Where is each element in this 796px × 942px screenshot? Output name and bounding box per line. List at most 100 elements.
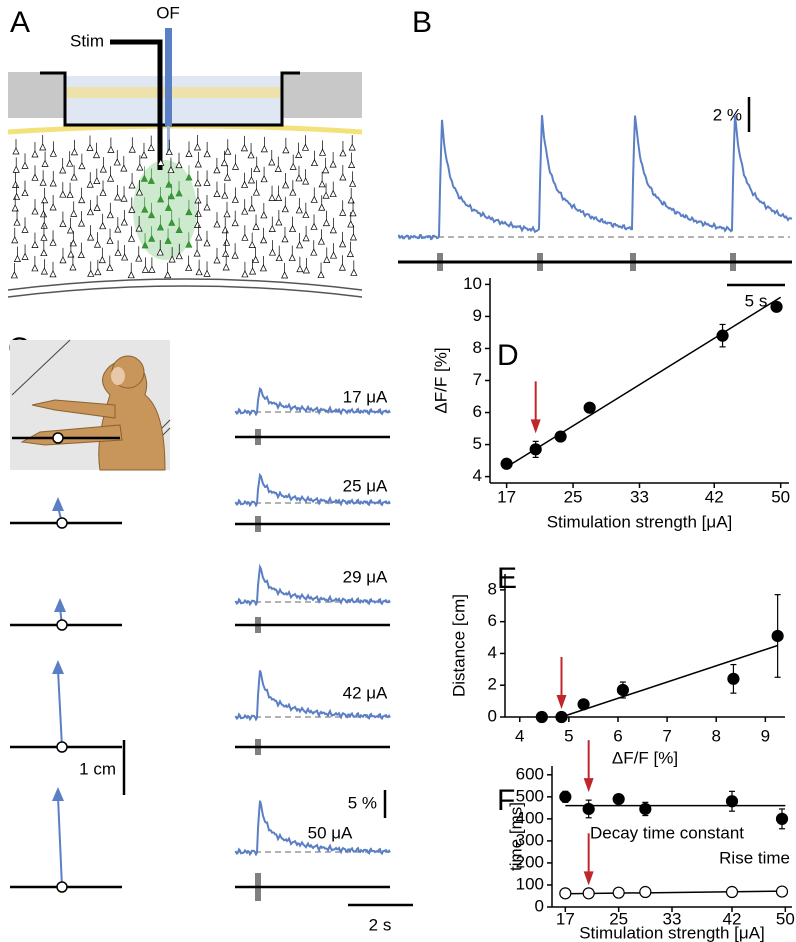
neuron (70, 148, 79, 156)
x-tick-label: 17 (556, 909, 575, 928)
arrow-head (54, 598, 66, 612)
y-tick-label: 4 (473, 466, 482, 485)
neuron (66, 159, 74, 167)
neuron (128, 205, 136, 213)
y-tick-label: 400 (516, 808, 544, 827)
indicator-arrow-head (583, 778, 594, 793)
y-tick-label: 5 (473, 434, 482, 453)
neuron (59, 219, 67, 227)
neuron (41, 159, 49, 167)
neuron (157, 195, 165, 203)
neuron (107, 174, 115, 182)
point (612, 792, 625, 806)
y-tick-label: 6 (488, 611, 497, 630)
x-axis-label: Stimulation strength [μA] (579, 923, 765, 942)
neuron (349, 209, 357, 217)
trace (234, 386, 391, 417)
point (535, 710, 548, 724)
neuron (281, 205, 289, 213)
fiber-label: OF (156, 3, 180, 22)
neuron (274, 164, 282, 172)
neuron (194, 196, 202, 204)
neuron (114, 248, 122, 256)
series-label: Rise time (719, 848, 790, 867)
dial-pivot (56, 881, 68, 893)
neuron (41, 196, 49, 204)
neuron (10, 271, 18, 279)
neuron (86, 143, 94, 151)
scale-label: 1 cm (79, 759, 116, 778)
neuron (69, 239, 77, 247)
skull-left (8, 72, 65, 118)
neuron (288, 224, 297, 233)
neuron (40, 248, 48, 257)
panel-label: A (10, 6, 30, 39)
neuron (224, 147, 232, 155)
point (775, 885, 789, 898)
neuron (221, 191, 229, 199)
arrow-head (52, 787, 64, 801)
neuron (49, 270, 57, 278)
neuron (86, 208, 95, 216)
neuron (120, 218, 128, 226)
neuron (310, 248, 318, 256)
neuron (147, 143, 155, 151)
neuron (222, 249, 230, 257)
neuron (213, 189, 221, 197)
neuron (39, 210, 48, 218)
neuron (21, 252, 29, 260)
neuron (69, 263, 77, 271)
neuron (268, 224, 276, 232)
agar (65, 87, 282, 98)
neuron (231, 251, 239, 259)
neuron (148, 265, 156, 273)
indicator-arrow-head (530, 419, 541, 434)
neuron (59, 190, 67, 198)
neuron (31, 207, 39, 215)
neuron (92, 150, 101, 159)
neuron (259, 264, 268, 272)
scale-label: 5 % (348, 793, 377, 812)
x-tick-label: 5 (564, 726, 573, 745)
neuron (329, 226, 337, 234)
electrode (110, 39, 163, 170)
chamber-outline (40, 71, 300, 127)
neuron (93, 240, 102, 248)
neuron (213, 256, 221, 264)
neuron (49, 238, 57, 246)
indicator-arrow-head (583, 871, 594, 886)
neuron (59, 166, 67, 174)
neuron (99, 165, 107, 173)
neuron (274, 193, 283, 201)
neuron (168, 255, 176, 263)
neuron (87, 233, 95, 241)
neuron (275, 253, 283, 262)
x-tick-label: 4 (515, 726, 524, 745)
neuron (247, 176, 255, 184)
neuron (260, 236, 268, 244)
chart: F 0 100 200 300 400 500 600 17 25 33 42 50 Stimulatio… (497, 740, 795, 942)
neuron (175, 160, 183, 169)
neuron (260, 211, 268, 219)
point (770, 300, 783, 313)
neuron (195, 233, 203, 241)
neuron (168, 218, 176, 226)
neuron (167, 165, 175, 174)
dial-pivot (56, 517, 68, 529)
monkey-arm (31, 399, 116, 419)
point (582, 887, 595, 900)
neuron (322, 218, 330, 227)
point (771, 629, 784, 643)
neuron (203, 150, 211, 158)
y-tick-label: 500 (516, 786, 544, 805)
neuron (11, 204, 19, 212)
neuron (78, 161, 86, 170)
trace (234, 563, 391, 607)
panel-label: E (497, 562, 517, 595)
x-tick-label: 9 (761, 726, 770, 745)
monkey-body (98, 359, 166, 471)
current-label: 29 μA (343, 567, 388, 586)
y-axis-label: time [ms] (506, 802, 525, 871)
